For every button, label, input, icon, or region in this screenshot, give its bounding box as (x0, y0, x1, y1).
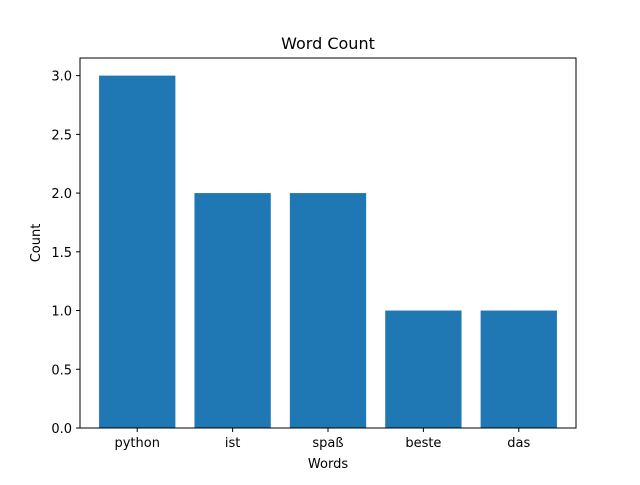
bar-2 (289, 193, 367, 428)
y-tick-label: 0.0 (51, 422, 72, 437)
x-tick-label: python (114, 436, 159, 451)
y-tick-label: 2.5 (51, 128, 72, 143)
x-tick-label: das (507, 436, 530, 451)
bar-4 (480, 310, 557, 428)
y-tick-label: 3.0 (51, 70, 72, 85)
x-tick-label: spaß (312, 436, 343, 451)
x-tick-label: beste (405, 436, 441, 451)
y-tick-label: 1.0 (51, 305, 72, 320)
x-axis: python ist spaß beste das (114, 428, 530, 451)
y-tick-label: 0.5 (51, 363, 72, 378)
chart-title: Word Count (281, 34, 375, 53)
y-axis-title: Count (29, 224, 44, 263)
bar-1 (194, 193, 271, 428)
plot-frame (79, 57, 577, 429)
y-tick-label: 2.0 (51, 187, 72, 202)
y-axis: 0.0 0.5 1.0 1.5 2.0 2.5 3.0 (51, 70, 80, 437)
x-tick-label: ist (225, 436, 240, 451)
bar-3 (385, 310, 462, 428)
bars-layer (99, 75, 557, 428)
y-tick-label: 1.5 (51, 246, 72, 261)
bar-0 (99, 75, 176, 428)
x-axis-title: Words (308, 457, 348, 472)
